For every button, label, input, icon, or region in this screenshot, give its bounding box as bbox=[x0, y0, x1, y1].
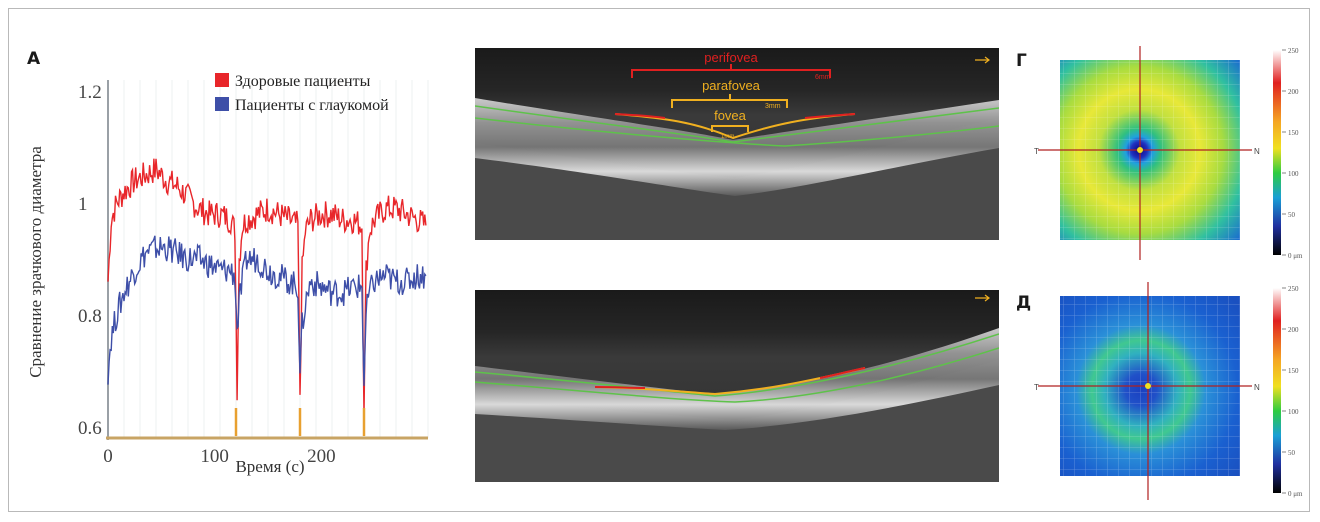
thickness-map-g: T N 250 200 150 100 50 0 μm bbox=[1034, 46, 1303, 260]
oct-b-red-segment-l bbox=[614, 113, 666, 119]
oct-b-retina bbox=[475, 98, 999, 196]
fovea-label: fovea bbox=[714, 108, 747, 123]
map-d-fovea-dot bbox=[1145, 383, 1151, 389]
map-g-scale bbox=[1273, 50, 1281, 255]
parafovea-bracket bbox=[671, 94, 788, 108]
oct-v-green-line-1 bbox=[475, 333, 999, 397]
y-tick-label: 0.8 bbox=[78, 306, 102, 327]
y-tick-label: 1.2 bbox=[78, 82, 102, 103]
map-g-label-t: T bbox=[1034, 147, 1039, 156]
parafovea-label: parafovea bbox=[702, 78, 761, 93]
scale-tick-label: 200 bbox=[1288, 326, 1299, 334]
x-tick-label: 200 bbox=[307, 446, 336, 467]
fovea-bracket bbox=[711, 125, 749, 132]
x-tick-label: 0 bbox=[103, 446, 113, 467]
panel-label-d: Д bbox=[1016, 293, 1032, 313]
scale-tick-label: 150 bbox=[1288, 129, 1299, 137]
x-axis-title: Время (с) bbox=[235, 457, 304, 476]
perifovea-bracket bbox=[631, 64, 831, 78]
perifovea-label: perifovea bbox=[704, 50, 758, 65]
scale-tick-label: 200 bbox=[1288, 88, 1299, 96]
oct-v-red-segment-l bbox=[594, 386, 646, 389]
map-d-scale bbox=[1273, 288, 1281, 493]
oct-v-retina bbox=[475, 328, 999, 430]
parafovea-size: 3mm bbox=[765, 103, 781, 110]
panel-label-a: А bbox=[27, 49, 41, 69]
map-g-label-n: N bbox=[1254, 147, 1260, 156]
panel-label-g: Г bbox=[1016, 51, 1027, 71]
y-tick-label: 0.6 bbox=[78, 418, 102, 439]
oct-v-arrow bbox=[975, 294, 990, 302]
oct-b-arrow bbox=[975, 56, 990, 64]
scale-tick-label: 100 bbox=[1288, 170, 1299, 178]
legend-swatch-healthy bbox=[215, 73, 229, 87]
x-tick-label: 100 bbox=[200, 446, 229, 467]
scale-tick-label: 50 bbox=[1288, 449, 1296, 457]
map-g-fovea-dot bbox=[1137, 147, 1143, 153]
scale-tick-label: 0 μm bbox=[1288, 252, 1303, 260]
legend-label-glaucoma: Пациенты с глаукомой bbox=[235, 97, 389, 114]
scale-tick-label: 50 bbox=[1288, 211, 1296, 219]
scale-tick-label: 150 bbox=[1288, 367, 1299, 375]
scale-tick-label: 250 bbox=[1288, 285, 1299, 293]
thickness-map-d: T N 250 200 150 100 50 0 μm bbox=[1034, 282, 1303, 500]
series-line-healthy bbox=[107, 158, 427, 415]
figure-frame bbox=[8, 8, 1310, 512]
y-tick-label: 1 bbox=[78, 194, 88, 215]
scale-tick-label: 100 bbox=[1288, 408, 1299, 416]
oct-v-red-segment-r bbox=[819, 367, 866, 379]
fovea-size: 1mm bbox=[721, 134, 734, 140]
map-d-label-t: T bbox=[1034, 383, 1039, 392]
oct-b-ilm-line bbox=[614, 113, 856, 140]
legend-swatch-glaucoma bbox=[215, 97, 229, 111]
oct-v-green-line-2 bbox=[475, 347, 999, 403]
y-axis-title: Сравнение зрачкового диаметра bbox=[26, 146, 45, 378]
scale-tick-label: 250 bbox=[1288, 47, 1299, 55]
oct-b-green-line-2 bbox=[475, 117, 999, 147]
oct-b-red-segment-r bbox=[804, 113, 856, 119]
scale-tick-label: 0 μm bbox=[1288, 490, 1303, 498]
perifovea-size: 6mm bbox=[815, 74, 831, 81]
legend: Здоровые пациенты Пациенты с глаукомой bbox=[215, 73, 389, 114]
oct-scan-b: perifovea 6mm parafovea 3mm fovea 1mm bbox=[475, 48, 999, 240]
oct-b-green-line-1 bbox=[475, 105, 999, 143]
oct-scan-v bbox=[475, 290, 999, 482]
series-line-glaucoma bbox=[107, 235, 427, 386]
legend-label-healthy: Здоровые пациенты bbox=[235, 73, 371, 90]
pupil-diameter-chart: 0.6 0.8 1 1.2 0 100 200 Сравнение зрачкового д… bbox=[26, 73, 429, 476]
map-d-label-n: N bbox=[1254, 383, 1260, 392]
